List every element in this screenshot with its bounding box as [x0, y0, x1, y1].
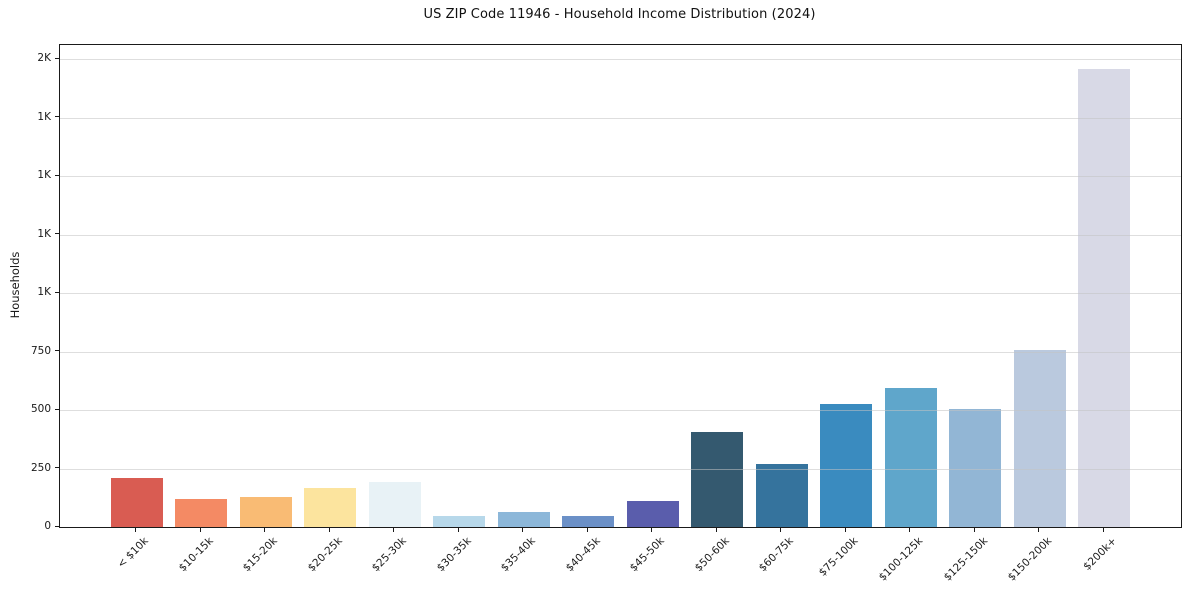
gridline-1750 — [60, 117, 1181, 119]
x-tick-label: $75-100k — [816, 535, 861, 579]
gridline-1500 — [60, 176, 1181, 178]
y-tick-label: 1K — [37, 227, 51, 240]
bar-$50-60k — [691, 431, 744, 527]
chart-title: US ZIP Code 11946 - Household Income Dis… — [423, 7, 816, 22]
x-tick-label: $20-25k — [305, 535, 345, 575]
x-tick-mark — [135, 527, 137, 532]
x-tick-mark — [586, 527, 588, 532]
x-tick-label: $10-15k — [176, 535, 216, 575]
bar-$125-150k — [949, 408, 1002, 527]
y-tick-label: 1K — [37, 286, 51, 299]
y-tick-mark — [54, 291, 59, 293]
x-tick-mark — [973, 527, 975, 532]
y-tick-label: 2K — [37, 52, 51, 65]
x-tick-label: $50-60k — [692, 535, 732, 575]
y-tick-mark — [54, 350, 59, 352]
y-tick-label: 250 — [30, 461, 51, 474]
x-tick-label: $125-150k — [941, 535, 990, 584]
y-tick-mark — [54, 233, 59, 235]
bar-$20-25k — [304, 487, 357, 527]
y-tick-mark — [54, 174, 59, 176]
x-tick-label: $15-20k — [241, 535, 281, 575]
x-tick-label: $40-45k — [563, 535, 603, 575]
gridline-1250 — [60, 234, 1181, 236]
bar-$150-200k — [1013, 349, 1066, 527]
x-tick-label: $45-50k — [628, 535, 668, 575]
y-tick-label: 500 — [30, 403, 51, 415]
x-tick-label: < $10k — [115, 535, 152, 571]
x-tick-mark — [715, 527, 717, 532]
y-tick-mark — [54, 57, 59, 59]
gridline-250 — [60, 468, 1181, 470]
x-tick-mark — [1102, 527, 1104, 532]
x-tick-mark — [264, 527, 266, 532]
x-tick-mark — [328, 527, 330, 532]
x-tick-label: $150-200k — [1005, 535, 1055, 584]
y-tick-label: 750 — [30, 344, 51, 357]
y-tick-label: 1K — [37, 169, 51, 182]
y-tick-mark — [54, 525, 59, 527]
bar-$30-35k — [433, 516, 486, 527]
x-tick-label: $30-35k — [434, 535, 474, 575]
y-tick-mark — [54, 408, 59, 410]
bar-< $10k — [110, 477, 163, 527]
x-tick-mark — [522, 527, 524, 532]
bar-$40-45k — [562, 516, 615, 527]
x-tick-mark — [844, 527, 846, 532]
bar-$45-50k — [626, 501, 679, 527]
x-tick-label: $100-125k — [876, 535, 926, 584]
x-tick-label: $60-75k — [757, 535, 797, 575]
gridline-750 — [60, 351, 1181, 353]
bar-$35-40k — [497, 511, 550, 527]
bar-$25-30k — [368, 481, 421, 527]
plot-area — [59, 44, 1182, 528]
x-tick-mark — [780, 527, 782, 532]
x-tick-mark — [457, 527, 459, 532]
bar-$200k+ — [1078, 68, 1131, 527]
x-tick-mark — [651, 527, 653, 532]
gridline-1000 — [60, 293, 1181, 295]
x-tick-mark — [393, 527, 395, 532]
bar-$100-125k — [884, 388, 937, 527]
bar-$15-20k — [239, 497, 292, 527]
y-tick-label: 0 — [44, 520, 51, 532]
y-tick-mark — [54, 467, 59, 469]
x-tick-mark — [199, 527, 201, 532]
bar-$10-15k — [175, 498, 228, 527]
x-tick-mark — [1038, 527, 1040, 532]
y-tick-label: 1K — [37, 110, 51, 123]
gridline-2000 — [60, 59, 1181, 61]
x-tick-label: $200k+ — [1080, 535, 1119, 573]
bar-$60-75k — [755, 464, 808, 527]
gridline-500 — [60, 410, 1181, 411]
y-tick-mark — [54, 116, 59, 118]
x-tick-label: $35-40k — [499, 535, 539, 575]
x-tick-mark — [909, 527, 911, 532]
x-tick-label: $25-30k — [370, 535, 410, 575]
y-axis-label: Households — [8, 251, 22, 319]
bar-$75-100k — [820, 403, 873, 527]
